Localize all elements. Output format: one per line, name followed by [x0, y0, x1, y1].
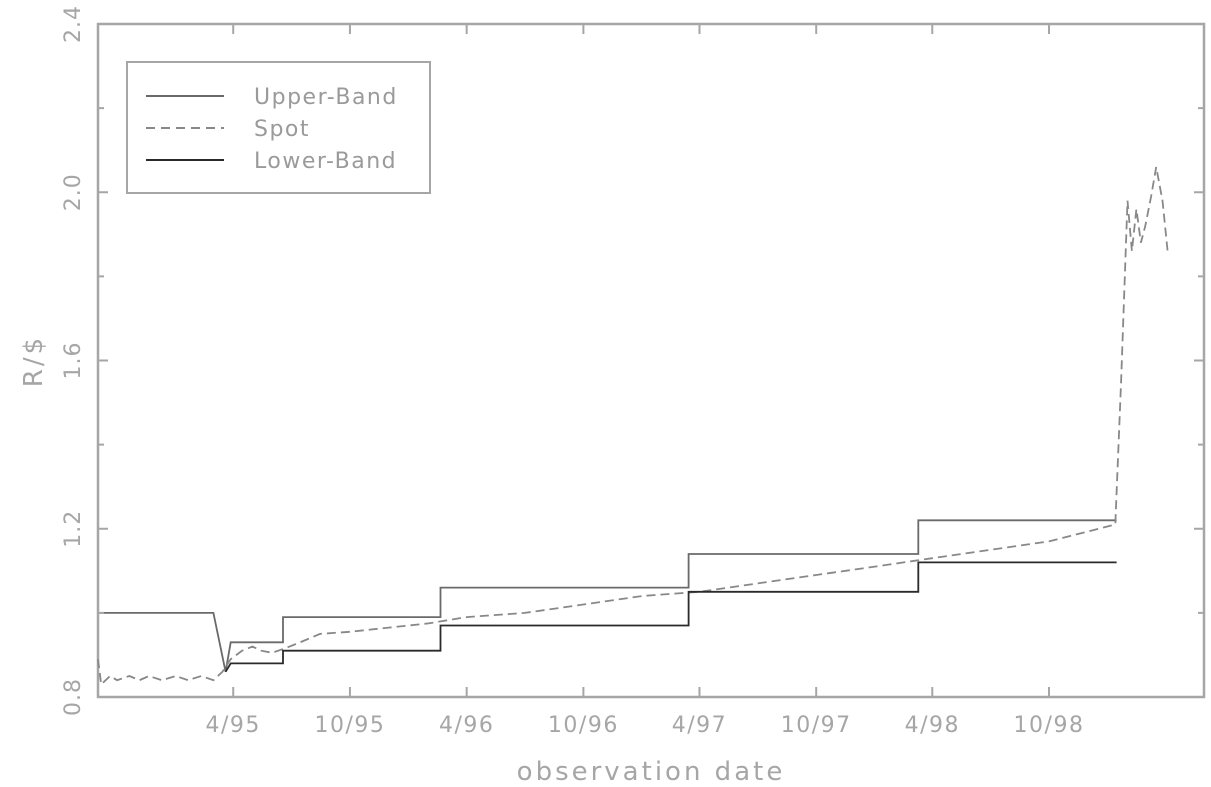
y-tick-label: 1.2 [61, 510, 86, 548]
y-tick-label: 2.4 [61, 5, 86, 43]
x-tick-labels: 4/95 10/95 4/96 10/96 4/97 10/97 4/98 10/98 [206, 713, 1085, 738]
series-layer [97, 166, 1169, 687]
x-tick-label: 4/95 [206, 713, 261, 738]
y-tick-label: 2.0 [61, 173, 86, 211]
legend-label: Lower-Band [254, 149, 397, 174]
legend: Upper-Band Spot Lower-Band [126, 61, 431, 194]
series-line-upper-band [98, 519, 1117, 672]
x-tick-label: 10/98 [1014, 713, 1085, 738]
series-line-spot [97, 166, 1169, 687]
y-tick-label: 0.8 [61, 678, 86, 716]
x-axis-title: observation date [517, 757, 786, 787]
y-tick-label: 1.6 [61, 342, 86, 380]
x-tick-label: 10/95 [314, 713, 385, 738]
x-tick-label: 4/97 [672, 713, 727, 738]
y-axis-title: R/$ [19, 335, 49, 387]
x-tick-label: 4/96 [439, 713, 494, 738]
y-tick-labels: 0.8 1.2 1.6 2.0 2.4 [61, 5, 86, 716]
legend-label: Upper-Band [254, 85, 398, 110]
axis-ticks [98, 23, 1204, 698]
x-tick-label: 10/96 [548, 713, 619, 738]
x-tick-label: 10/97 [781, 713, 852, 738]
legend-label: Spot [254, 117, 310, 142]
series-line-lower-band [224, 561, 1117, 673]
x-tick-label: 4/98 [905, 713, 960, 738]
